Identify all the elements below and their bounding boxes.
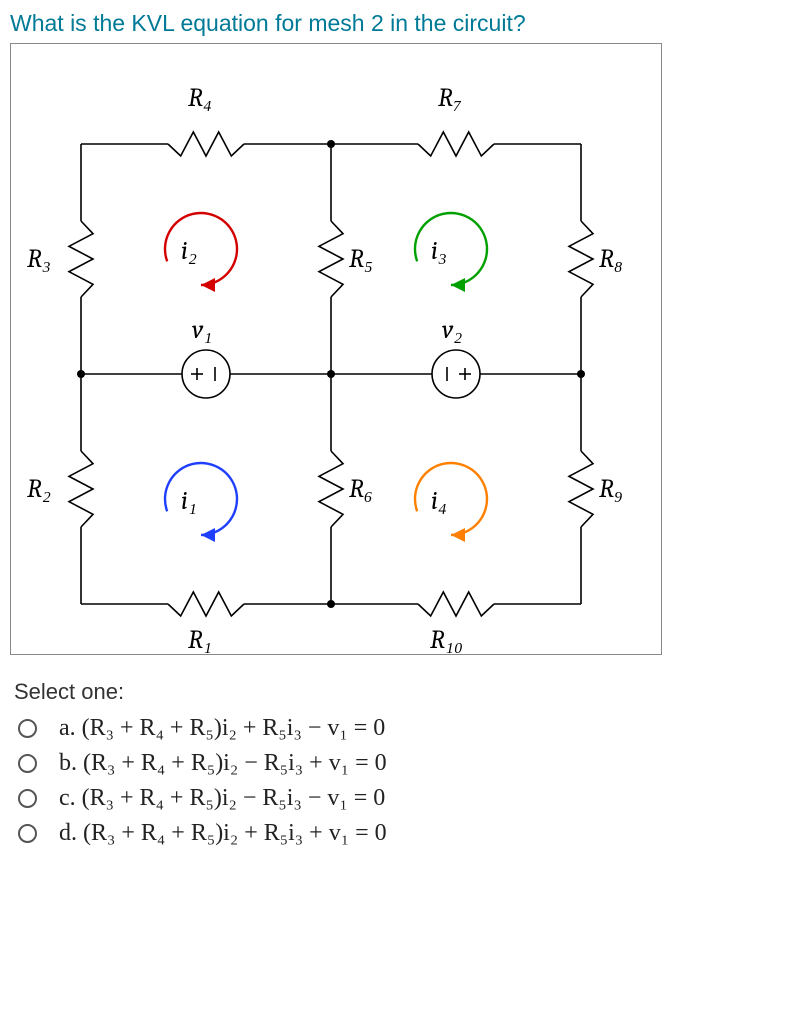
option-b-text: b. (R₃ + R₄ + R₅)i₂ − R₅i₃ + v₁ = 0 — [59, 750, 387, 777]
circuit-diagram: R₄ R₇ R₁ R₁₀ R₃ R₂ R₈ R₉ R₅ R₆ v₁ v₂ i₂ i₃ i₁ i₄ — [10, 43, 662, 655]
svg-text:R₆: R₆ — [349, 474, 373, 504]
svg-text:i₄: i₄ — [431, 486, 447, 516]
svg-text:R₇: R₇ — [438, 83, 462, 113]
option-c-text: c. (R₃ + R₄ + R₅)i₂ − R₅i₃ − v₁ = 0 — [59, 785, 385, 812]
option-a-row[interactable]: a. (R₃ + R₄ + R₅)i₂ + R₅i₃ − v₁ = 0 — [18, 715, 778, 742]
svg-text:i₃: i₃ — [431, 236, 447, 266]
svg-text:R₄: R₄ — [188, 83, 212, 113]
svg-text:i₁: i₁ — [181, 486, 197, 516]
select-one-label: Select one: — [14, 679, 778, 705]
svg-text:v₁: v₁ — [192, 315, 212, 345]
svg-text:i₂: i₂ — [181, 236, 197, 266]
svg-text:R₁₀: R₁₀ — [430, 625, 463, 654]
option-d-row[interactable]: d. (R₃ + R₄ + R₅)i₂ + R₅i₃ + v₁ = 0 — [18, 820, 778, 847]
svg-text:R₂: R₂ — [27, 474, 51, 504]
option-a-text: a. (R₃ + R₄ + R₅)i₂ + R₅i₃ − v₁ = 0 — [59, 715, 385, 742]
svg-text:R₉: R₉ — [599, 474, 623, 504]
svg-text:R₃: R₃ — [27, 244, 51, 274]
svg-text:v₂: v₂ — [442, 315, 462, 345]
option-b-row[interactable]: b. (R₃ + R₄ + R₅)i₂ − R₅i₃ + v₁ = 0 — [18, 750, 778, 777]
question-text: What is the KVL equation for mesh 2 in t… — [10, 10, 778, 37]
radio-a[interactable] — [18, 719, 37, 738]
svg-text:R₈: R₈ — [599, 244, 623, 274]
option-d-text: d. (R₃ + R₄ + R₅)i₂ + R₅i₃ + v₁ = 0 — [59, 820, 387, 847]
svg-text:R₅: R₅ — [349, 244, 373, 274]
option-c-row[interactable]: c. (R₃ + R₄ + R₅)i₂ − R₅i₃ − v₁ = 0 — [18, 785, 778, 812]
radio-b[interactable] — [18, 754, 37, 773]
svg-text:R₁: R₁ — [188, 625, 212, 654]
radio-c[interactable] — [18, 789, 37, 808]
radio-d[interactable] — [18, 824, 37, 843]
